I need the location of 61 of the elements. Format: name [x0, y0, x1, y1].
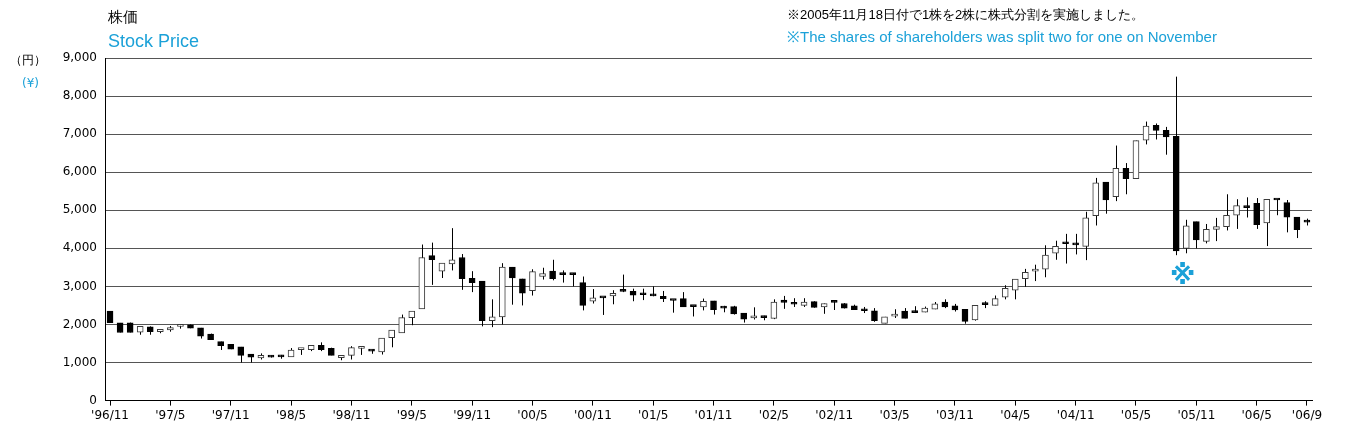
- x-tick-label: '99/11: [453, 407, 492, 422]
- y-axis-title: （円） (¥): [10, 52, 46, 90]
- x-tick-label: '05/11: [1177, 407, 1216, 422]
- candlestick: [1052, 240, 1059, 261]
- x-tick-label: '02/11: [815, 407, 854, 422]
- y-tick-label: 7,000: [62, 126, 97, 141]
- y-tick-label: 5,000: [62, 202, 97, 217]
- x-tick-label: '00/11: [573, 407, 612, 422]
- chart-subtitle: Stock Price: [108, 31, 200, 52]
- x-tick-label: '99/5: [396, 407, 427, 422]
- candlestick: [549, 259, 556, 281]
- candlestick: [599, 295, 607, 316]
- candlestick: [1263, 198, 1271, 247]
- candlestick: [1203, 223, 1210, 244]
- candlestick: [428, 242, 436, 286]
- y-tick-label: 0: [89, 392, 97, 407]
- x-tick-label: '02/5: [758, 407, 789, 422]
- y-tick-label: 8,000: [62, 88, 97, 103]
- x-tick-label: '05/5: [1120, 407, 1152, 422]
- candlestick: [1243, 196, 1250, 218]
- text: ※2005年11月18日付で1株を2株に株式分割を実施しました。: [787, 6, 1145, 24]
- candlestick: [519, 278, 526, 306]
- x-tick-label: '97/11: [211, 407, 250, 422]
- y-tick-label: 2,000: [62, 316, 97, 331]
- y-tick-label: 6,000: [62, 164, 97, 179]
- x-tick-label: '03/11: [935, 407, 974, 422]
- candlestick: [1223, 193, 1230, 231]
- x-tick-label: '01/5: [638, 407, 669, 422]
- candlestick: [1182, 219, 1190, 254]
- chart-title: 株価: [108, 8, 138, 27]
- candlestick: [1062, 233, 1069, 265]
- text: ※The shares of shareholders was split two for one on November: [787, 27, 1217, 46]
- x-tick-label: '04/5: [1000, 407, 1031, 422]
- x-tick-label: '06/9: [1291, 407, 1323, 422]
- x-tick-label: '00/5: [517, 407, 548, 422]
- x-tick-label: '01/11: [694, 407, 733, 422]
- candlestick: [488, 298, 496, 328]
- candlestick: [1102, 181, 1110, 215]
- x-tick-label: '04/11: [1056, 407, 1095, 422]
- annotation: ※: [1170, 260, 1196, 290]
- y-tick-label: 4,000: [62, 240, 97, 255]
- y-tick-label: 9,000: [62, 50, 97, 65]
- candlestick: [1253, 197, 1261, 230]
- candlestick: [398, 314, 406, 334]
- candlestick: [509, 266, 516, 306]
- candlestick: [1011, 278, 1019, 300]
- candlestick: [529, 268, 536, 297]
- y-tick-label: 1,000: [62, 354, 97, 369]
- candlestick: [1233, 198, 1240, 230]
- x-tick-label: '96/11: [91, 407, 129, 422]
- x-tick-label: '03/5: [879, 407, 910, 422]
- x-tick-label: '98/11: [332, 407, 371, 422]
- candlestick: [579, 276, 587, 311]
- candlestick: [669, 298, 677, 314]
- x-tick-label: '97/5: [155, 407, 186, 422]
- candlestick: [468, 270, 476, 293]
- candlestick: [1193, 221, 1200, 249]
- x-tick-label: '98/5: [275, 407, 307, 422]
- y-tick-label: 3,000: [62, 278, 97, 293]
- x-tick-label: '06/5: [1241, 407, 1272, 422]
- candlestick: [448, 227, 456, 271]
